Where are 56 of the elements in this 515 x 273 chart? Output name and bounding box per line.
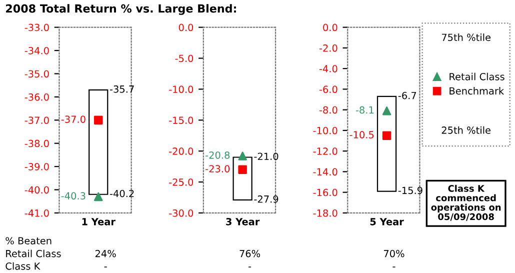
y-tick-label: -6.0 bbox=[319, 86, 338, 94]
y-tick-label: -18.0 bbox=[313, 209, 338, 217]
y-tick-label: -34.0 bbox=[24, 46, 49, 54]
data-label: -40.3 bbox=[61, 192, 86, 200]
text: - bbox=[104, 266, 107, 268]
text: 25th %tile bbox=[442, 126, 490, 134]
chart-title: 2008 Total Return % vs. Large Blend: bbox=[6, 4, 236, 15]
y-tick-label: -14.0 bbox=[313, 168, 338, 176]
text: % Beaten bbox=[6, 237, 52, 244]
x-tick-label: 1 Year bbox=[82, 218, 116, 226]
y-tick-label: -39.0 bbox=[24, 163, 49, 170]
text: Class K bbox=[6, 262, 40, 270]
text: 75th %tile bbox=[442, 34, 490, 42]
legend-label: Benchmark bbox=[450, 87, 504, 95]
y-tick-label: 0.0 bbox=[178, 24, 194, 32]
data-label: -20.8 bbox=[206, 151, 230, 159]
text: Retail Class bbox=[6, 250, 61, 258]
text: 70% bbox=[384, 250, 404, 258]
y-tick-label: -15.0 bbox=[169, 116, 194, 124]
y-tick-label: -4.0 bbox=[319, 65, 338, 72]
text: Class K commenced operations on 05/09/2008 bbox=[431, 184, 501, 221]
data-label: -37.0 bbox=[61, 116, 86, 123]
y-tick-label: -8.0 bbox=[319, 106, 338, 114]
y-tick-label: -41.0 bbox=[24, 209, 49, 217]
y-tick-label: -38.0 bbox=[24, 140, 49, 148]
y-tick-label: -30.0 bbox=[169, 209, 194, 217]
annotation: -21.0 bbox=[254, 152, 278, 160]
text: 76% bbox=[240, 250, 260, 258]
text: - bbox=[392, 266, 396, 268]
annotation: -40.2 bbox=[110, 190, 134, 198]
data-label: -8.1 bbox=[356, 106, 374, 114]
x-tick-label: 3 Year bbox=[226, 218, 260, 226]
y-tick-label: -2.0 bbox=[319, 44, 338, 52]
y-tick-label: -10.0 bbox=[313, 126, 338, 134]
y-tick-label: -16.0 bbox=[313, 188, 338, 196]
annotation: -6.7 bbox=[398, 92, 416, 100]
text: 24% bbox=[95, 250, 116, 258]
y-tick-label: -20.0 bbox=[169, 148, 194, 155]
y-tick-label: 0.0 bbox=[323, 24, 338, 32]
text: - bbox=[248, 266, 252, 268]
y-tick-label: -36.0 bbox=[24, 93, 49, 101]
y-tick-label: -33.0 bbox=[24, 24, 49, 32]
y-tick-label: -40.0 bbox=[24, 186, 49, 194]
annotation: -27.9 bbox=[254, 195, 278, 203]
y-tick-label: -12.0 bbox=[313, 148, 338, 155]
y-tick-label: -10.0 bbox=[169, 86, 194, 94]
x-tick-label: 5 Year bbox=[370, 218, 404, 226]
y-tick-label: -5.0 bbox=[175, 54, 194, 62]
y-tick-label: -35.0 bbox=[24, 70, 49, 78]
y-tick-label: -37.0 bbox=[24, 116, 49, 124]
data-label: -23.0 bbox=[206, 165, 230, 172]
y-tick-label: -25.0 bbox=[169, 178, 194, 186]
annotation: -35.7 bbox=[110, 85, 134, 93]
annotation: -15.9 bbox=[398, 186, 422, 194]
legend-label: Retail Class bbox=[450, 72, 504, 80]
data-label: -10.5 bbox=[350, 131, 374, 138]
